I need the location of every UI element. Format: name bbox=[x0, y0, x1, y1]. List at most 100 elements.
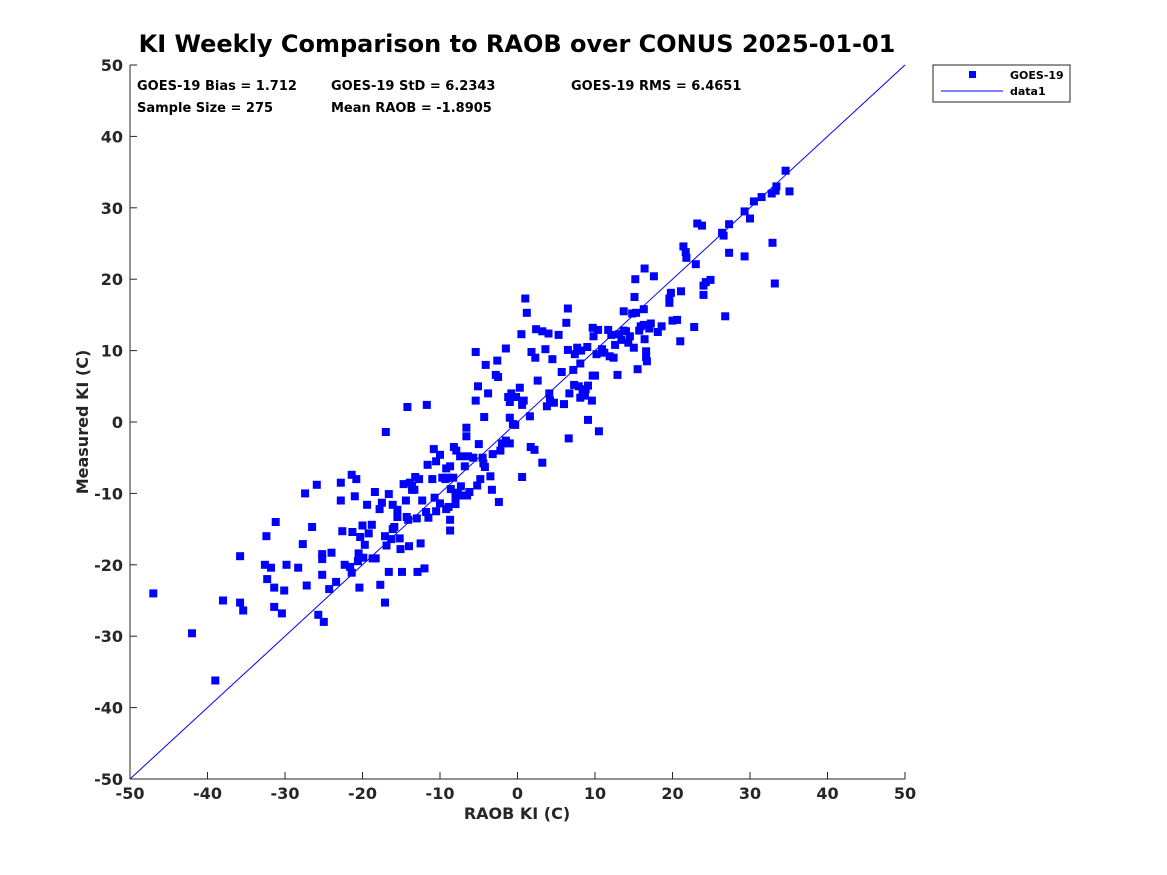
data-point bbox=[501, 344, 510, 353]
data-point bbox=[375, 505, 384, 514]
legend-label-data1: data1 bbox=[1010, 85, 1046, 98]
data-point bbox=[512, 393, 520, 401]
data-point bbox=[348, 528, 357, 536]
y-tick-label: 30 bbox=[101, 199, 123, 218]
data-point bbox=[519, 396, 528, 405]
data-point bbox=[399, 480, 408, 489]
data-point bbox=[679, 242, 688, 251]
data-point bbox=[471, 348, 480, 356]
data-point bbox=[600, 348, 609, 357]
data-point bbox=[554, 330, 563, 339]
data-point bbox=[360, 540, 369, 549]
data-point bbox=[624, 338, 633, 347]
data-point bbox=[301, 489, 310, 498]
data-point bbox=[443, 473, 451, 482]
data-point bbox=[542, 402, 551, 411]
data-point bbox=[370, 488, 379, 496]
data-point bbox=[699, 290, 708, 299]
data-point bbox=[770, 279, 779, 288]
data-point bbox=[418, 496, 427, 505]
data-point bbox=[642, 357, 651, 366]
data-point bbox=[436, 499, 444, 508]
data-point bbox=[188, 629, 196, 638]
data-point bbox=[270, 602, 279, 611]
data-point bbox=[219, 596, 227, 605]
data-point bbox=[682, 253, 691, 262]
data-point bbox=[325, 585, 334, 594]
data-point bbox=[465, 488, 474, 496]
data-point bbox=[781, 166, 790, 175]
y-tick-label: -10 bbox=[94, 484, 123, 503]
data-point bbox=[584, 415, 592, 424]
x-tick-label: -10 bbox=[426, 784, 455, 803]
data-point bbox=[473, 481, 482, 490]
data-point bbox=[347, 568, 356, 577]
data-point bbox=[594, 427, 603, 436]
y-tick-label: 10 bbox=[101, 342, 123, 361]
data-point bbox=[587, 396, 596, 405]
data-point bbox=[592, 350, 601, 359]
data-point bbox=[642, 353, 651, 361]
y-tick-label: 50 bbox=[101, 56, 123, 75]
data-point bbox=[451, 500, 460, 509]
data-point bbox=[563, 304, 572, 313]
data-point bbox=[577, 346, 586, 355]
data-point bbox=[589, 332, 598, 341]
data-point bbox=[381, 532, 389, 541]
data-point bbox=[294, 563, 303, 572]
data-point bbox=[607, 330, 616, 339]
data-point bbox=[719, 231, 728, 240]
data-point bbox=[746, 214, 754, 223]
legend: GOES-19 data1 bbox=[932, 64, 1071, 103]
data-point bbox=[395, 534, 404, 543]
data-point bbox=[676, 337, 685, 346]
data-point bbox=[533, 376, 542, 385]
data-point bbox=[768, 238, 777, 247]
y-tick-label: 20 bbox=[101, 270, 123, 289]
data-point bbox=[591, 371, 599, 380]
x-axis-ticks bbox=[129, 772, 906, 779]
data-point bbox=[545, 389, 554, 398]
data-point bbox=[346, 562, 355, 571]
data-point bbox=[494, 498, 503, 506]
data-point bbox=[642, 347, 651, 356]
data-point bbox=[625, 332, 634, 341]
data-point bbox=[267, 563, 275, 572]
data-point bbox=[565, 389, 574, 398]
data-point bbox=[725, 248, 734, 257]
data-point bbox=[319, 617, 328, 626]
data-point bbox=[494, 373, 503, 381]
data-point bbox=[455, 491, 464, 500]
data-point bbox=[507, 389, 516, 398]
data-point bbox=[560, 400, 568, 409]
data-point bbox=[749, 197, 758, 206]
x-tick-label: 10 bbox=[584, 784, 606, 803]
data-point bbox=[355, 583, 364, 592]
data-point bbox=[408, 481, 417, 490]
data-point bbox=[381, 428, 390, 436]
data-point bbox=[282, 560, 291, 569]
data-point bbox=[640, 264, 649, 273]
data-point bbox=[480, 413, 489, 421]
std-annotation: GOES-19 StD = 6.2343 bbox=[331, 79, 495, 94]
data-point bbox=[505, 398, 514, 406]
data-point bbox=[277, 609, 286, 618]
data-point bbox=[563, 345, 572, 354]
data-point bbox=[609, 353, 618, 362]
data-point bbox=[436, 450, 444, 459]
data-point bbox=[488, 450, 497, 459]
data-point bbox=[640, 335, 649, 344]
data-point bbox=[588, 323, 597, 332]
data-point bbox=[413, 567, 422, 576]
data-point bbox=[570, 350, 579, 359]
data-point bbox=[721, 312, 730, 321]
y-tick-label: 0 bbox=[112, 413, 123, 432]
data-points-goes-19 bbox=[149, 166, 794, 685]
data-point bbox=[532, 325, 541, 334]
legend-box bbox=[932, 64, 1071, 103]
data-point bbox=[505, 413, 514, 422]
legend-label-goes-19: GOES-19 bbox=[1010, 69, 1064, 82]
data-point bbox=[649, 272, 658, 281]
x-tick-label: -20 bbox=[348, 784, 377, 803]
data-point bbox=[336, 496, 345, 505]
